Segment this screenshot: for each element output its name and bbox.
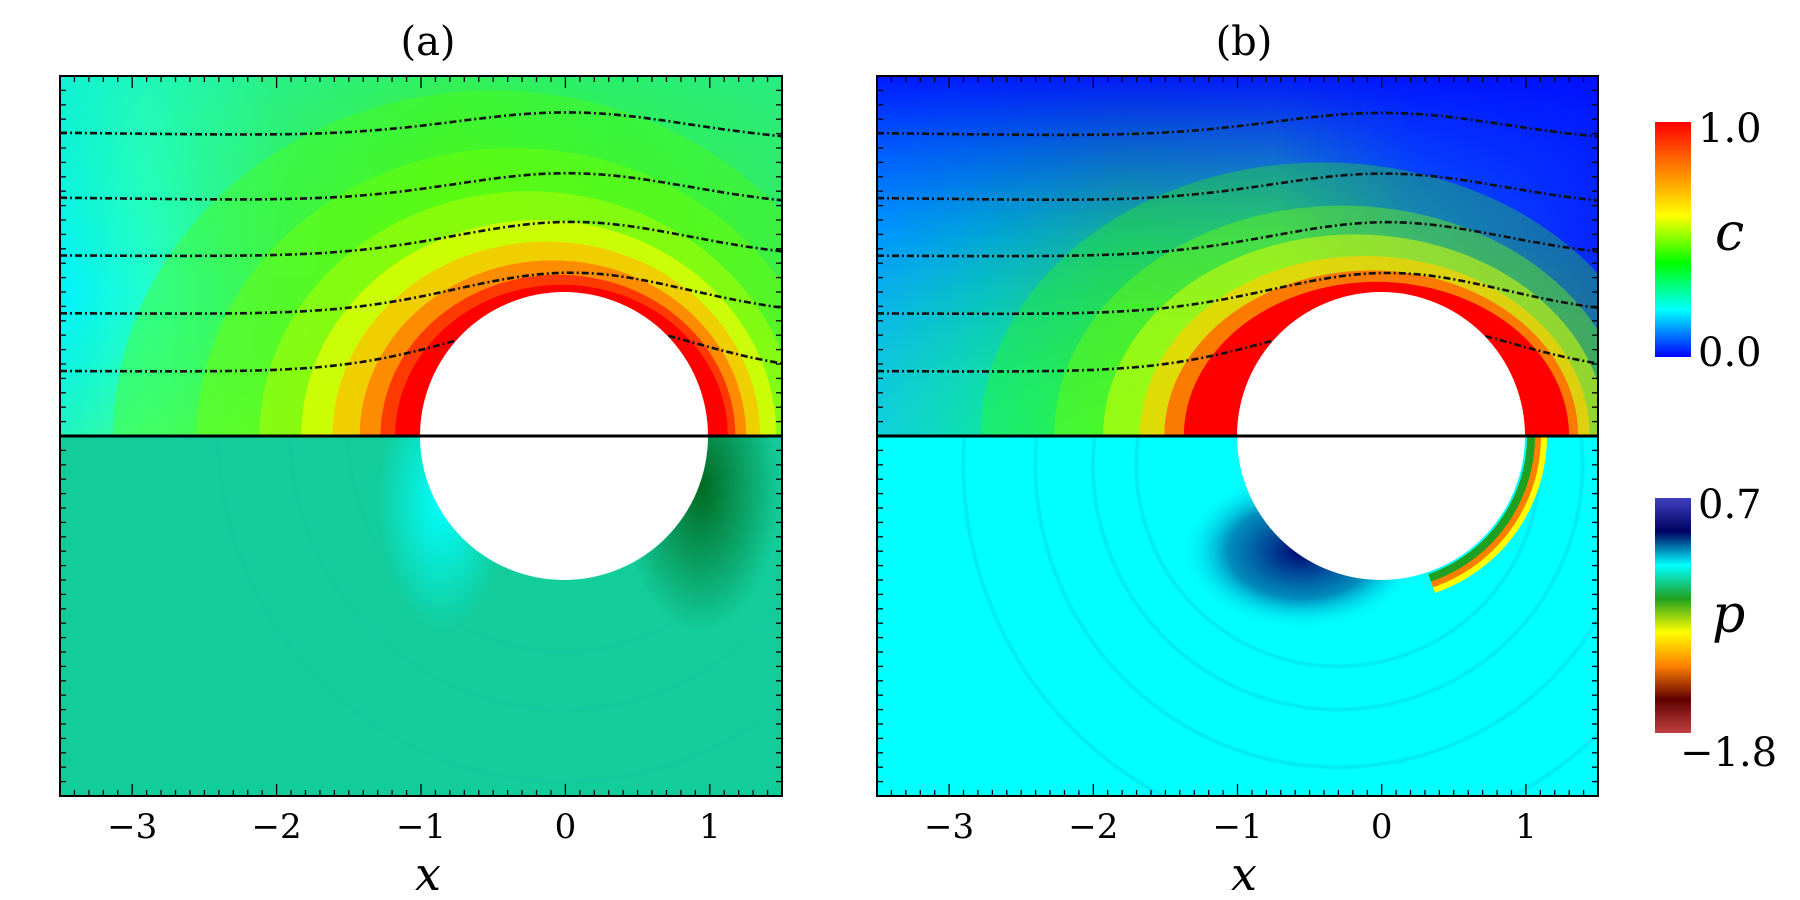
streamline <box>60 171 782 202</box>
plot-b-area <box>876 75 1599 797</box>
colorbar-c-max-label: 1.0 <box>1698 106 1762 152</box>
pressure-contour <box>1091 436 1585 712</box>
colorbar-c-min-label: 0.0 <box>1698 330 1762 376</box>
plot-a-area <box>59 75 783 797</box>
panel-b-xtick-3: 0 <box>1371 807 1393 847</box>
streamline <box>877 271 1598 316</box>
streamline <box>60 271 782 315</box>
pressure-contour <box>1033 436 1598 770</box>
colorbar-p-variable: p <box>1712 585 1745 645</box>
panel-b-xtick-4: 1 <box>1515 807 1537 847</box>
streamlines-b <box>877 111 1598 373</box>
panel-a-xtick-2: −1 <box>396 807 446 847</box>
colorbar-c-gradient <box>1655 122 1691 357</box>
streamline <box>877 220 1598 258</box>
panel-a-title: (a) <box>400 19 455 65</box>
colorbar-c: 1.0 c 0.0 <box>1655 106 1762 376</box>
streamlines-a <box>60 111 782 373</box>
streamline <box>877 318 1598 373</box>
streamline <box>60 220 782 258</box>
panel-b: (b) −3 −2 −1 0 1 x <box>876 19 1599 900</box>
pressure-contour <box>288 436 782 712</box>
colorbar-p-gradient <box>1655 498 1691 733</box>
panel-b-xlabel: x <box>1231 847 1257 900</box>
panel-a: (a) −3 −2 −1 0 1 x <box>59 19 783 900</box>
streamline <box>877 172 1598 202</box>
panel-a-xtick-0: −3 <box>107 807 157 847</box>
streamline <box>60 318 782 373</box>
panel-b-xtick-2: −1 <box>1212 807 1262 847</box>
pressure-contour <box>961 436 1598 796</box>
panel-a-xtick-3: 0 <box>555 807 577 847</box>
panel-a-xlabel: x <box>415 847 441 900</box>
plot-b-fields <box>877 76 1598 796</box>
streamline <box>877 111 1598 138</box>
plot-a-fields <box>60 76 782 796</box>
colorbar-p-max-label: 0.7 <box>1698 482 1762 528</box>
pressure-contour <box>217 436 782 783</box>
colorbar-p: 0.7 p −1.8 <box>1655 482 1777 776</box>
panel-b-xtick-1: −2 <box>1068 807 1118 847</box>
panel-a-xtick-4: 1 <box>699 807 721 847</box>
plot-b-ticks <box>876 75 1599 797</box>
colorbar-c-variable: c <box>1715 203 1744 263</box>
streamline <box>60 111 782 138</box>
colorbar-p-min-label: −1.8 <box>1680 730 1777 776</box>
pressure-contour <box>346 436 782 654</box>
panel-b-xtick-0: −3 <box>924 807 974 847</box>
panel-a-xtick-1: −2 <box>252 807 302 847</box>
plot-a-ticks <box>59 75 783 797</box>
panel-b-title: (b) <box>1216 19 1273 65</box>
